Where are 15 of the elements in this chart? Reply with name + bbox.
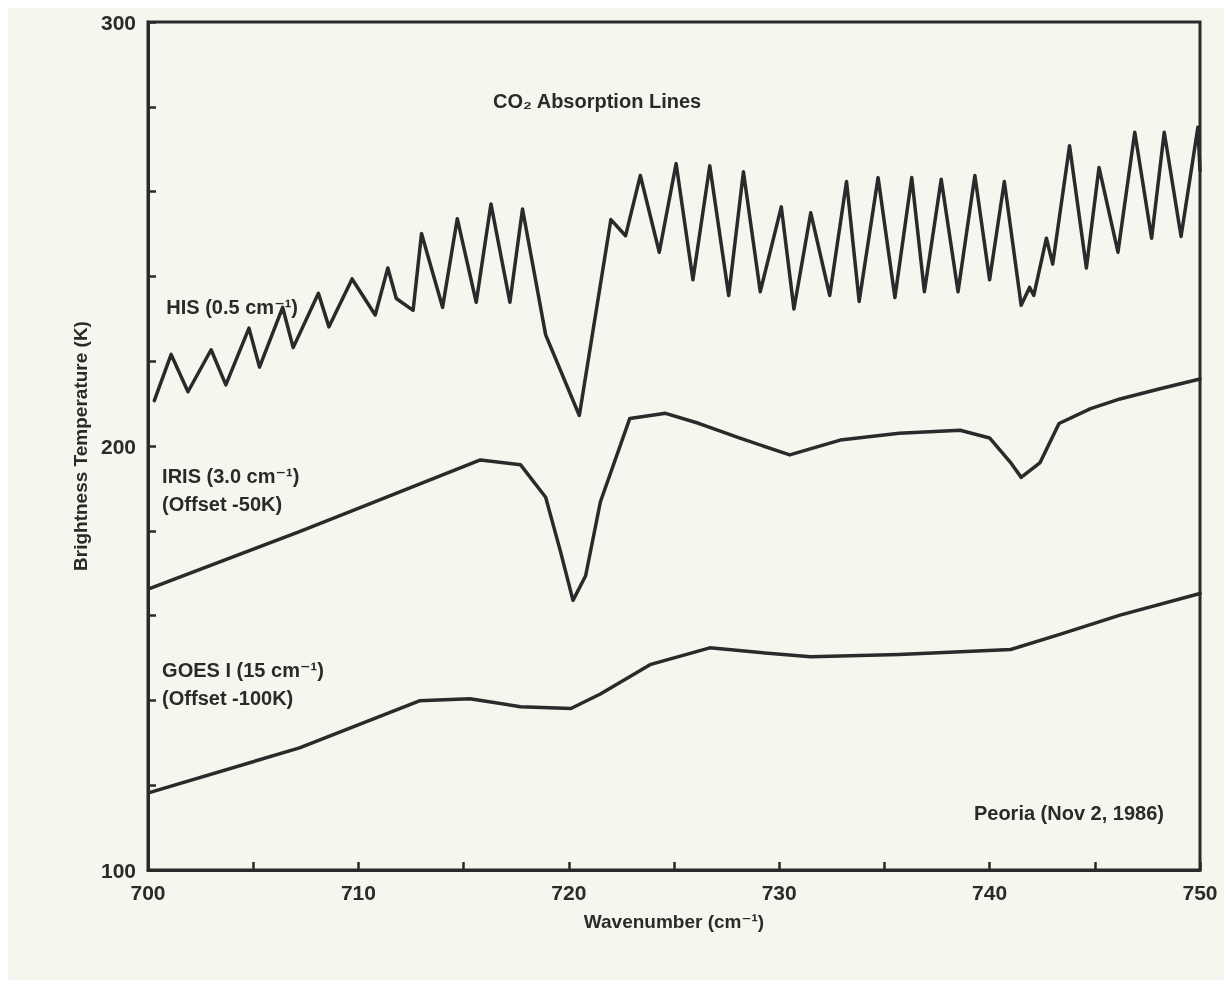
x-tick-label: 730	[761, 881, 797, 904]
text: CO₂ Absorption Lines	[493, 90, 702, 112]
series-label: GOES I (15 cm⁻¹) (Offset -100K)	[162, 659, 324, 710]
y-tick-label: 200	[100, 434, 136, 458]
x-tick-label: 740	[972, 881, 1008, 904]
x-tick-label: 750	[1182, 881, 1218, 904]
y-tick-label: 100	[100, 858, 136, 882]
annotation: Peoria (Nov 2, 1986)	[973, 802, 1165, 824]
x-tick-label: 710	[340, 881, 376, 904]
x-axis-title: Wavenumber (cm⁻¹)	[583, 911, 765, 932]
y-axis-title: Brightness Temperature (K)	[70, 321, 91, 571]
series-label: IRIS (3.0 cm⁻¹) (Offset -50K)	[162, 465, 300, 516]
x-tick-label: 720	[551, 881, 587, 904]
x-tick-label: 700	[130, 881, 166, 904]
y-tick-label: 300	[100, 10, 136, 34]
